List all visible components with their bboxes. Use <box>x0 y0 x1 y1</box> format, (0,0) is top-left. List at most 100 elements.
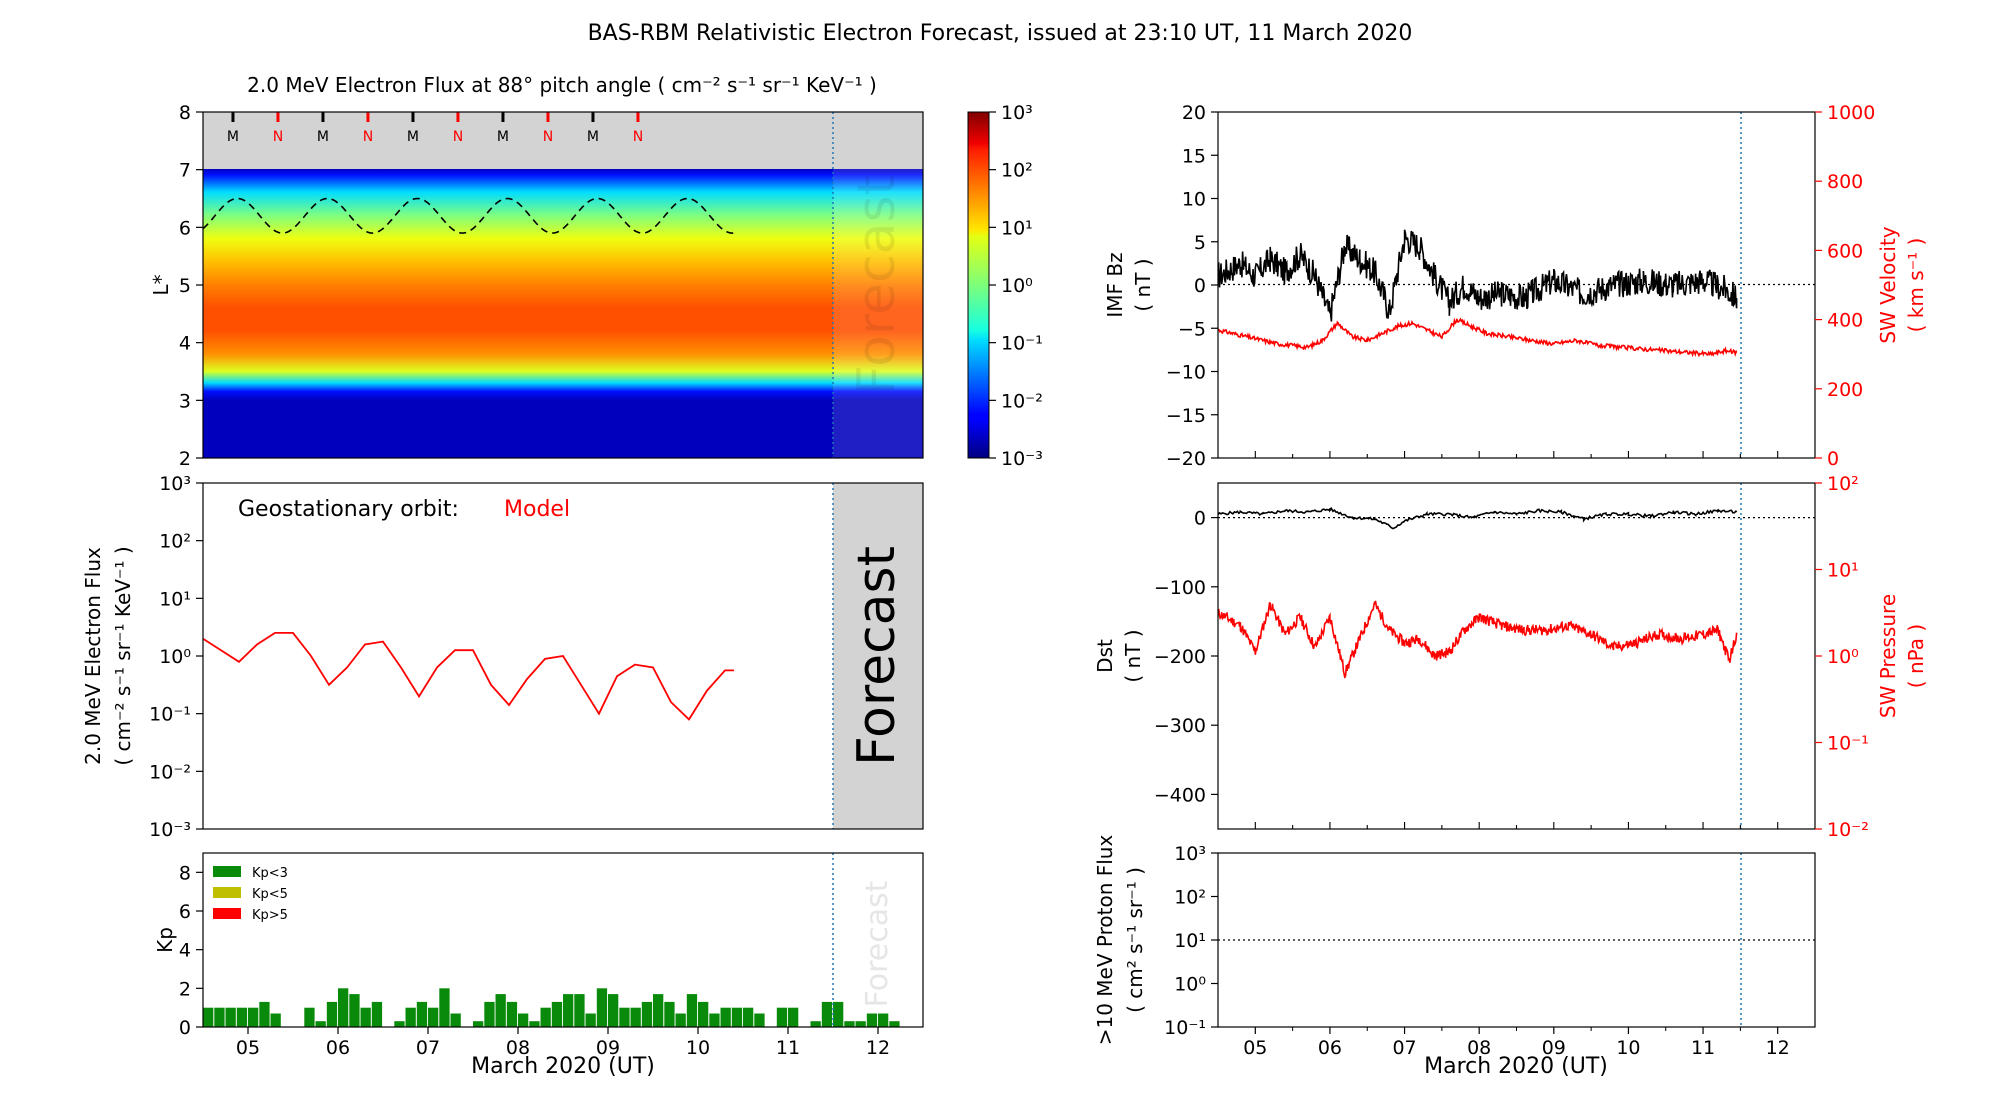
kp-bars <box>203 988 900 1027</box>
kp-y-tick-label: 4 <box>179 940 191 962</box>
geo-annotation-label: Geostationary orbit: <box>238 497 459 522</box>
dst-y-tick-label: −100 <box>1154 577 1206 599</box>
kp-frame <box>202 852 924 1028</box>
kp-y-tick-label: 0 <box>179 1017 191 1039</box>
proton-y-tick-label: 10¹ <box>1174 930 1206 952</box>
imf-y-axis: 20 15 10 5 0 −5 −10 −15 −20 <box>1166 102 1218 470</box>
dst-y-axis: 0 −100 −200 −300 −400 <box>1154 508 1218 806</box>
flux-map-forecast-label: Forecast <box>847 175 907 395</box>
flux-map-image <box>203 169 923 458</box>
imf-y-tick-label: −20 <box>1166 448 1206 470</box>
kp-bar <box>518 1013 529 1027</box>
proton-ylabel-unit: ( cm² s⁻¹ sr⁻¹ ) <box>1123 867 1147 1013</box>
flux-map-y-tick-label: 4 <box>179 333 191 355</box>
kp-bar <box>709 1013 720 1027</box>
kp-y-tick-label: 6 <box>179 901 191 923</box>
geo-flux-y-tick-label: 10² <box>159 531 191 553</box>
kp-y-axis: 0 2 4 6 8 <box>179 862 203 1039</box>
figure-title: BAS-RBM Relativistic Electron Forecast, … <box>588 21 1413 46</box>
mn-marker-label: N <box>273 129 283 145</box>
kp-bar <box>878 1013 889 1027</box>
kp-bar <box>574 994 585 1027</box>
proton-ylabel: >10 MeV Proton Flux <box>1093 835 1117 1046</box>
proton-x-tick-label: 06 <box>1318 1037 1342 1059</box>
dst-ylabel: Dst <box>1093 639 1117 673</box>
kp-bar <box>315 1021 326 1027</box>
colorbar-tick-label: 10¹ <box>1001 217 1033 239</box>
kp-bar <box>675 1013 686 1027</box>
kp-bar <box>225 1007 236 1027</box>
kp-bar <box>214 1007 225 1027</box>
imf-y-tick-label: 5 <box>1194 232 1206 254</box>
kp-x-tick-label: 08 <box>506 1037 530 1059</box>
colorbar-tick-label: 10³ <box>1001 102 1033 124</box>
mn-marker-label: M <box>227 129 239 145</box>
kp-y-tick-label: 2 <box>179 978 191 1000</box>
sw-pressure-y-tick-label: 10¹ <box>1827 560 1859 582</box>
mn-marker-label: N <box>363 129 373 145</box>
kp-x-tick-label: 05 <box>236 1037 260 1059</box>
sw-pressure-ylabel-unit: ( nPa ) <box>1904 624 1928 688</box>
flux-map-y-tick-label: 7 <box>179 160 191 182</box>
mn-marker-label: M <box>317 129 329 145</box>
sw-pressure-y-axis: 10² 10¹ 10⁰ 10⁻¹ 10⁻² <box>1815 473 1869 841</box>
flux-map-y-tick-label: 5 <box>179 275 191 297</box>
kp-bar <box>608 994 619 1027</box>
sw-pressure-ylabel: SW Pressure <box>1876 594 1900 718</box>
sw-pressure-y-tick-label: 10⁻¹ <box>1827 733 1869 755</box>
geo-flux-y-tick-label: 10¹ <box>159 588 191 610</box>
dst-y-tick-label: −300 <box>1154 715 1206 737</box>
geo-flux-y-axis: 10³ 10² 10¹ 10⁰ 10⁻¹ 10⁻² 10⁻³ <box>149 473 203 841</box>
imf-y-tick-label: 10 <box>1182 189 1206 211</box>
kp-bar <box>394 1021 405 1027</box>
imf-ylabel: IMF Bz <box>1103 252 1127 317</box>
kp-xlabel: March 2020 (UT) <box>471 1054 655 1079</box>
kp-bar <box>540 1007 551 1027</box>
geo-flux-y-tick-label: 10⁻² <box>149 761 191 783</box>
dst-ylabel-unit: ( nT ) <box>1121 629 1145 682</box>
sw-pressure-y-tick-label: 10⁰ <box>1827 646 1859 668</box>
flux-map-y-tick-label: 2 <box>179 448 191 470</box>
imf-y-tick-label: −5 <box>1178 318 1206 340</box>
mn-marker-label: M <box>587 129 599 145</box>
kp-legend-label: Kp<3 <box>252 866 288 881</box>
kp-x-tick-label: 11 <box>776 1037 800 1059</box>
imf-x-ticks <box>1254 451 1779 458</box>
kp-bar <box>450 1013 461 1027</box>
kp-bar <box>270 1013 281 1027</box>
kp-legend: Kp<3 Kp<5 Kp>5 <box>213 866 288 923</box>
dst-y-tick-label: −400 <box>1154 784 1206 806</box>
kp-x-tick-label: 12 <box>866 1037 890 1059</box>
flux-map-y-tick-label: 3 <box>179 390 191 412</box>
proton-y-axis: 10³ 10² 10¹ 10⁰ 10⁻¹ <box>1164 843 1218 1039</box>
colorbar-tick-label: 10² <box>1001 160 1033 182</box>
sw-velocity-line <box>1217 317 1738 358</box>
sw-velocity-y-tick-label: 400 <box>1827 310 1863 332</box>
flux-map-ylabel: L* <box>149 274 173 295</box>
dst-y-tick-label: −200 <box>1154 646 1206 668</box>
proton-y-tick-label: 10⁰ <box>1174 974 1206 996</box>
kp-bar <box>653 994 664 1027</box>
geo-flux-ylabel: 2.0 MeV Electron Flux <box>81 547 105 765</box>
kp-bar <box>439 988 450 1027</box>
kp-bar <box>889 1021 900 1027</box>
dst-x-ticks <box>1254 822 1779 829</box>
kp-bar <box>248 1007 259 1027</box>
kp-bar <box>754 1013 765 1027</box>
imf-y-tick-label: 0 <box>1194 275 1206 297</box>
flux-map-title: 2.0 MeV Electron Flux at 88° pitch angle… <box>247 73 877 97</box>
kp-bar <box>506 1001 518 1027</box>
dst-frame <box>1217 482 1816 830</box>
kp-bar <box>844 1021 855 1027</box>
kp-bar <box>776 1007 788 1027</box>
proton-xlabel: March 2020 (UT) <box>1424 1054 1608 1079</box>
proton-frame <box>1217 852 1816 1028</box>
geo-flux-ylabel-unit: ( cm⁻² s⁻¹ sr⁻¹ KeV⁻¹ ) <box>111 546 135 765</box>
sw-pressure-line <box>1217 600 1738 679</box>
flux-map-y-tick-label: 8 <box>179 102 191 124</box>
dst-y-tick-label: 0 <box>1194 508 1206 530</box>
kp-x-tick-label: 09 <box>596 1037 620 1059</box>
